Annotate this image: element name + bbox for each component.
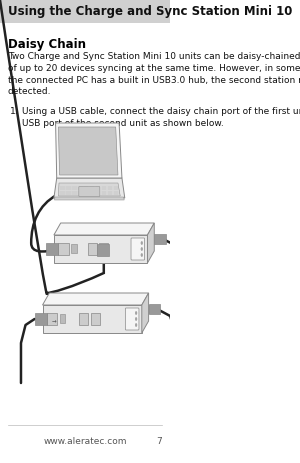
Bar [0, 0, 170, 24]
Bar [91, 313, 100, 325]
Text: Using the Charge and Sync Station Mini 10: Using the Charge and Sync Station Mini 1… [8, 6, 292, 19]
Bar [46, 244, 58, 256]
Text: 7: 7 [157, 437, 162, 445]
Bar [149, 305, 157, 313]
Circle shape [141, 248, 142, 251]
Text: →: → [52, 318, 56, 323]
Bar [148, 304, 160, 314]
Circle shape [135, 312, 137, 315]
FancyBboxPatch shape [131, 238, 145, 260]
FancyBboxPatch shape [125, 308, 139, 330]
Polygon shape [58, 128, 118, 175]
Circle shape [135, 318, 137, 321]
Polygon shape [43, 294, 148, 305]
Circle shape [141, 254, 142, 257]
Bar [34, 313, 47, 325]
Bar [47, 313, 57, 325]
Bar [88, 244, 97, 256]
Text: Using a USB cable, connect the daisy chain port of the first unit to the
USB por: Using a USB cable, connect the daisy cha… [22, 107, 300, 127]
Bar [97, 244, 110, 257]
Text: www.aleratec.com: www.aleratec.com [43, 437, 127, 445]
FancyBboxPatch shape [79, 187, 100, 197]
Polygon shape [43, 305, 142, 333]
Bar [80, 313, 88, 325]
Polygon shape [142, 294, 148, 333]
Text: 1.: 1. [10, 107, 19, 116]
Polygon shape [54, 224, 154, 236]
Bar [60, 314, 65, 323]
Polygon shape [56, 124, 122, 179]
Bar [154, 234, 166, 244]
Circle shape [141, 242, 142, 245]
Circle shape [135, 324, 137, 327]
Bar [71, 244, 76, 253]
Bar [58, 244, 69, 256]
Bar [155, 236, 163, 244]
Polygon shape [54, 179, 125, 199]
Text: Daisy Chain: Daisy Chain [8, 38, 86, 51]
Polygon shape [148, 224, 154, 263]
Text: Two Charge and Sync Station Mini 10 units can be daisy-chained for a total
of up: Two Charge and Sync Station Mini 10 unit… [8, 52, 300, 96]
Polygon shape [58, 184, 120, 197]
Bar [99, 244, 108, 256]
Polygon shape [54, 236, 148, 263]
Polygon shape [54, 198, 124, 200]
